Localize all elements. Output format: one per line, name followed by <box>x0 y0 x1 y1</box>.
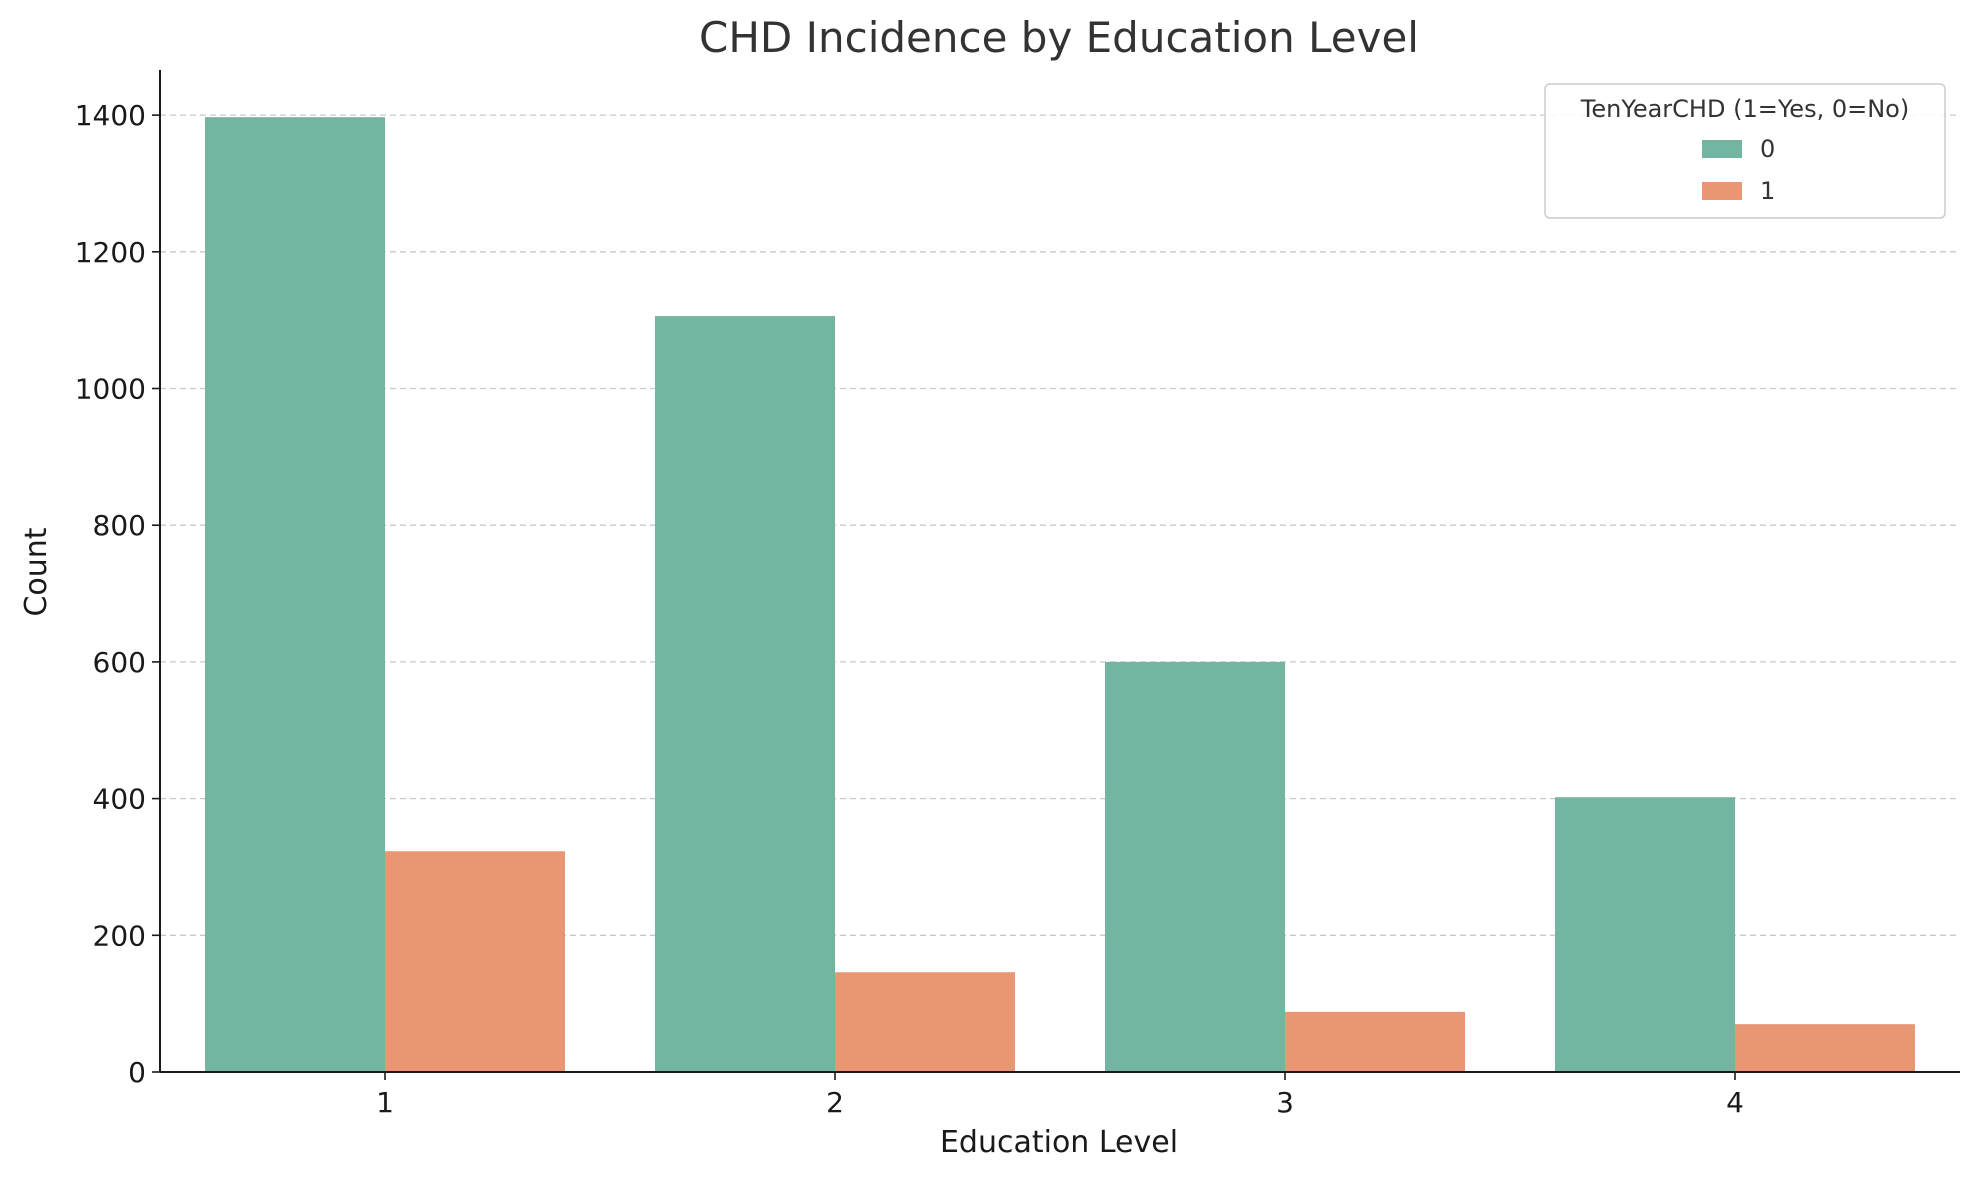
axes: 0 200 400 600 800 1000 1200 1400 1 2 3 4 <box>75 70 1960 1119</box>
legend-swatch-0 <box>1702 140 1742 158</box>
y-tick-label: 200 <box>93 919 146 952</box>
bar-edu-1-chd-0 <box>205 117 385 1072</box>
legend-items: 01 <box>1702 135 1775 205</box>
grid-lines <box>160 114 1960 936</box>
x-axis-title: Education Level <box>940 1125 1178 1160</box>
legend-swatch-1 <box>1702 182 1742 200</box>
chart-title: CHD Incidence by Education Level <box>699 13 1419 62</box>
x-tick-label: 4 <box>1726 1086 1744 1119</box>
y-tick-label: 1400 <box>75 99 146 132</box>
x-tick-label: 2 <box>826 1086 844 1119</box>
y-tick-label: 800 <box>93 509 146 542</box>
bar-edu-1-chd-1 <box>385 851 565 1072</box>
bar-edu-2-chd-0 <box>655 316 835 1072</box>
y-tick-label: 1000 <box>75 373 146 406</box>
legend-label-1: 1 <box>1760 177 1775 205</box>
legend: TenYearCHD (1=Yes, 0=No) 01 <box>1544 83 1946 219</box>
bar-edu-2-chd-1 <box>835 972 1015 1072</box>
y-tick-label: 600 <box>93 646 146 679</box>
bar-edu-4-chd-1 <box>1735 1024 1915 1072</box>
x-tick-label: 3 <box>1276 1086 1294 1119</box>
bar-edu-4-chd-0 <box>1555 797 1735 1072</box>
y-tick-label: 400 <box>93 783 146 816</box>
x-tick-label: 1 <box>376 1086 394 1119</box>
legend-frame <box>1544 83 1946 219</box>
legend-label-0: 0 <box>1760 135 1775 163</box>
bar-edu-3-chd-1 <box>1285 1011 1465 1072</box>
y-tick-label: 0 <box>128 1056 146 1089</box>
legend-title: TenYearCHD (1=Yes, 0=No) <box>1580 95 1909 123</box>
y-tick-label: 1200 <box>75 236 146 269</box>
bars <box>205 117 1915 1072</box>
y-axis-title: Count <box>19 527 54 616</box>
bar-edu-3-chd-0 <box>1105 661 1285 1072</box>
